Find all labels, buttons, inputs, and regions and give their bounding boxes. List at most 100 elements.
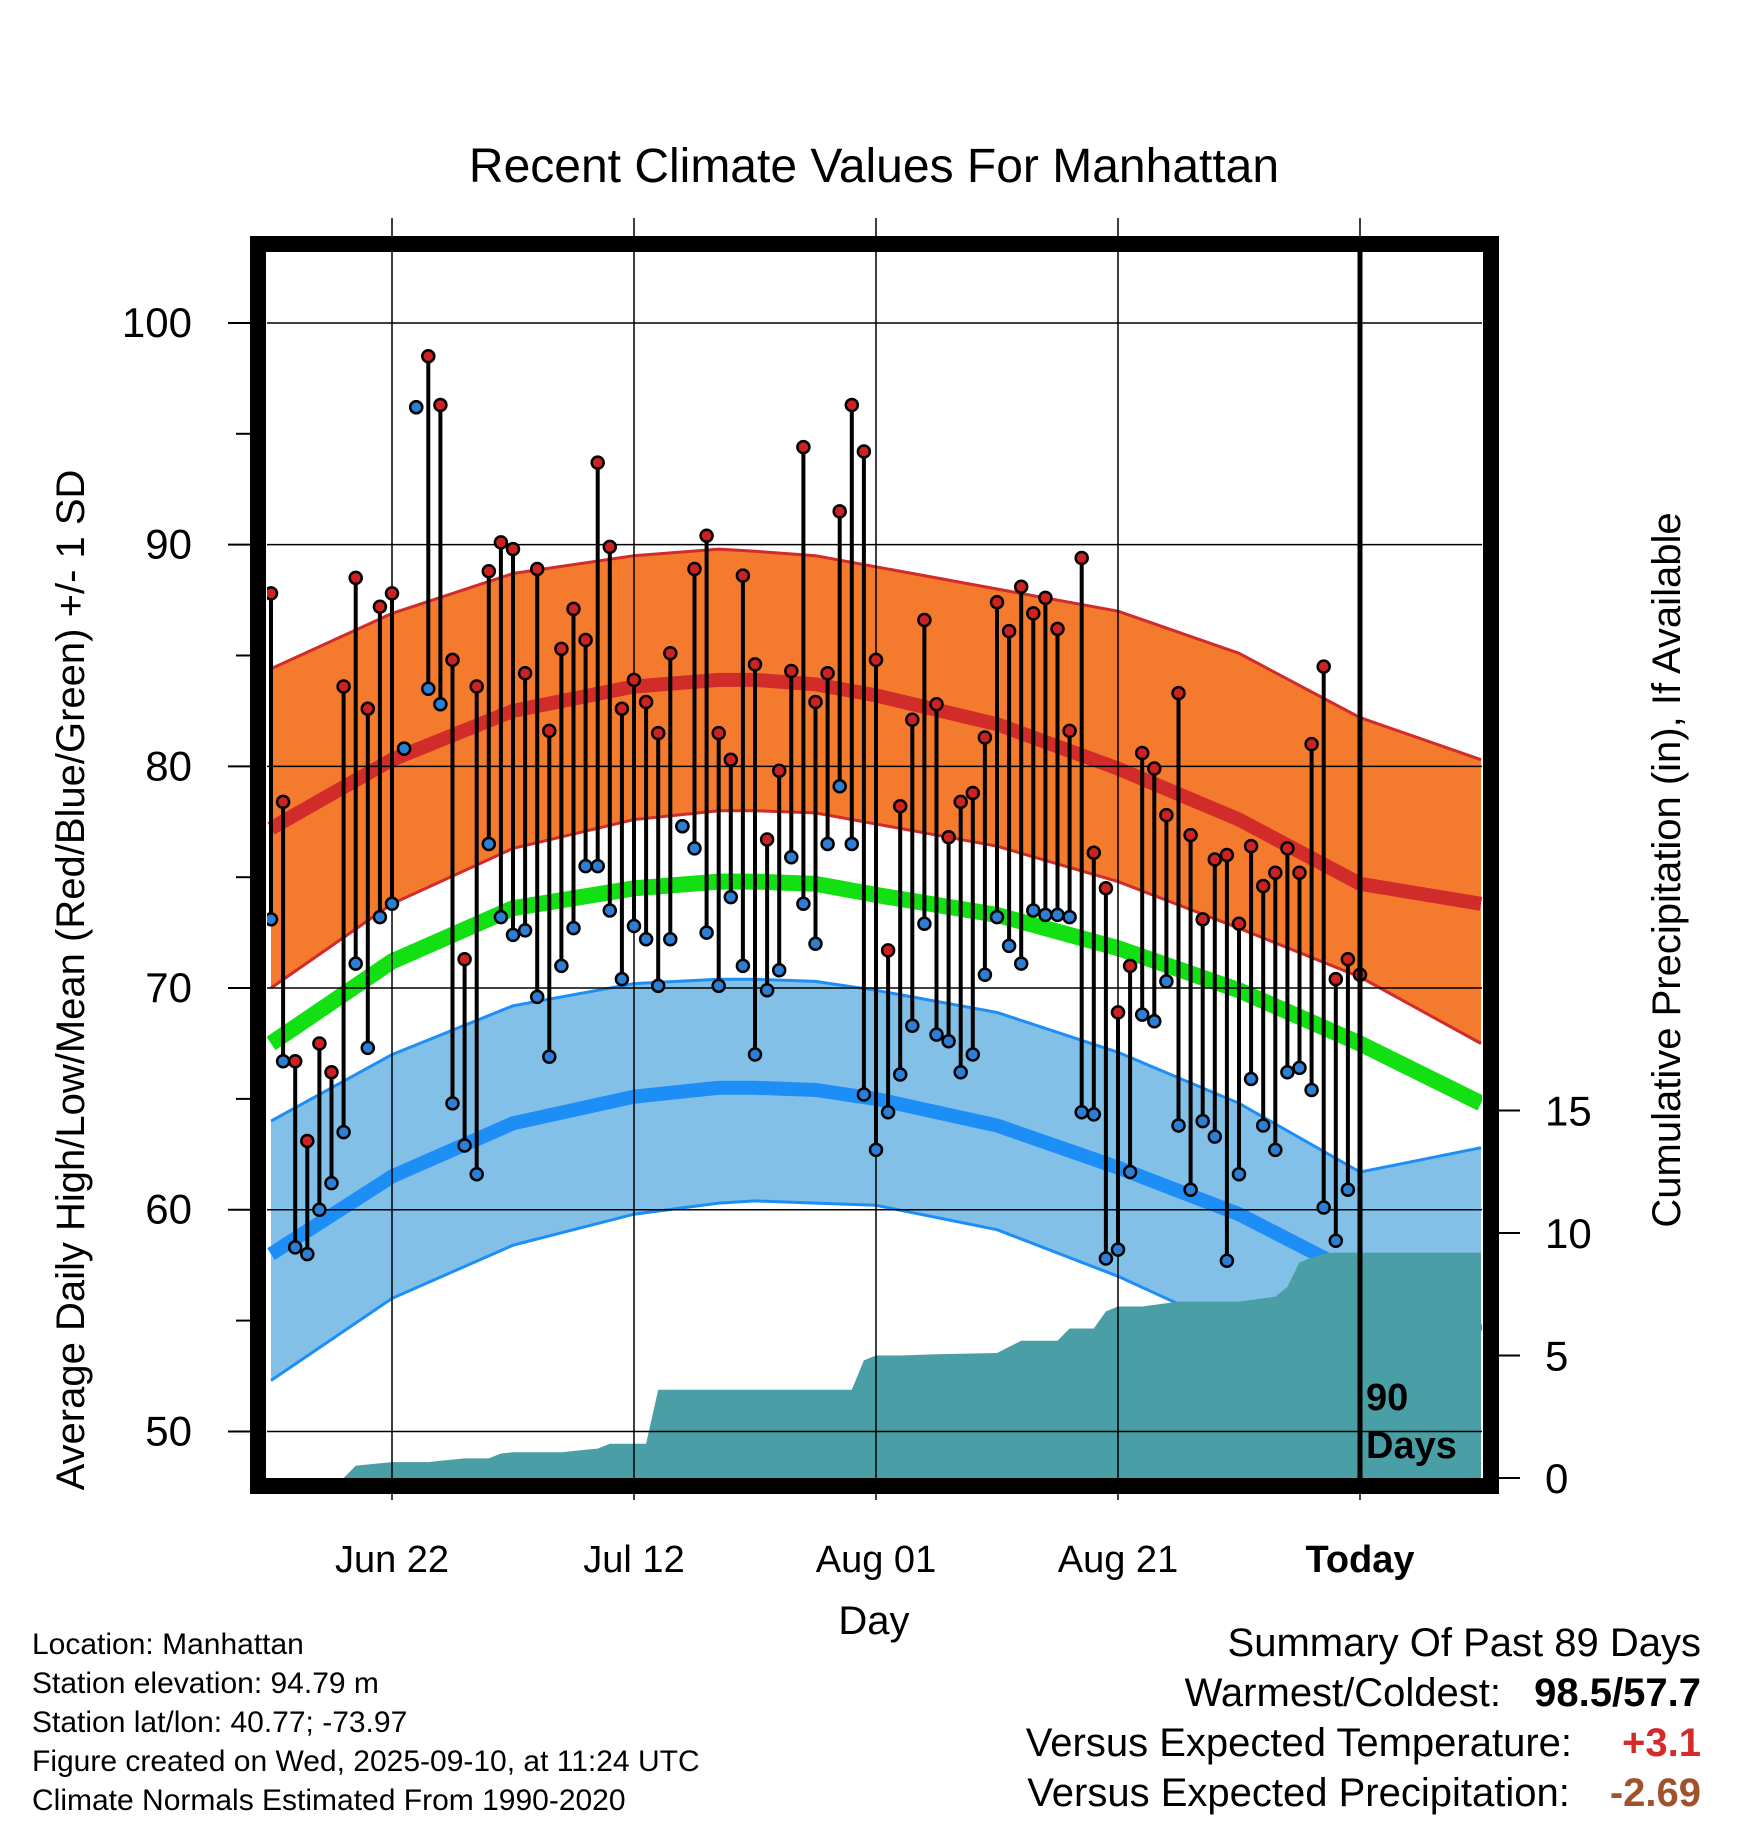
normals-text: Climate Normals Estimated From 1990-2020	[32, 1784, 626, 1817]
high-point	[469, 679, 484, 694]
low-point	[977, 967, 993, 982]
low-point	[384, 896, 400, 912]
high-point	[856, 444, 872, 459]
high-point	[312, 1036, 327, 1051]
y-tick-label: 80	[145, 742, 192, 789]
high-point	[784, 663, 799, 679]
y-tick-label: 70	[145, 964, 192, 1011]
high-point	[711, 725, 726, 741]
low-normal-line	[267, 1080, 1482, 1339]
high-point	[1268, 865, 1283, 881]
high-point	[747, 657, 763, 672]
created-text: Figure created on Wed, 2025-09-10, at 11…	[32, 1745, 700, 1778]
high-point	[445, 652, 460, 668]
y-axis-label: Average Daily High/Low/Mean (Red/Blue/Gr…	[49, 470, 93, 1491]
x-tick-label: Jun 22	[335, 1539, 449, 1581]
low-point	[905, 1018, 920, 1033]
low-point	[880, 1104, 896, 1120]
low-point	[1207, 1129, 1223, 1144]
high-point	[505, 541, 521, 557]
y2-tick-label: 0	[1545, 1455, 1568, 1502]
high-point	[880, 943, 896, 958]
precip-anomaly-value: -2.69	[1609, 1771, 1701, 1815]
low-point	[348, 956, 363, 971]
low-point	[917, 916, 932, 932]
low-point	[1074, 1104, 1089, 1120]
latlon-text: Station lat/lon: 40.77; -73.97	[32, 1706, 408, 1739]
low-point	[1098, 1251, 1114, 1266]
high-point	[1086, 845, 1102, 861]
high-point	[1207, 852, 1223, 867]
high-point	[844, 397, 860, 413]
plot-frame	[250, 236, 1499, 1494]
y2-axis-label: Cumulative Precipitation (in), If Availa…	[1645, 512, 1689, 1227]
high-point	[457, 951, 472, 967]
high-point	[1013, 579, 1029, 595]
low-point	[699, 925, 714, 940]
axes: 90 Days 50 60 70 80 90 100 0 5 10 15 Jun 22 Jul 12 Aug…	[122, 299, 1592, 1581]
high-point	[965, 785, 981, 801]
high-point	[929, 697, 944, 712]
high-point	[1304, 736, 1319, 752]
high-point	[336, 679, 351, 694]
chart-title: Recent Climate Values For Manhattan	[469, 140, 1279, 193]
low-point	[711, 978, 726, 994]
low-point	[566, 920, 581, 936]
high-point	[1328, 971, 1344, 987]
low-point	[856, 1087, 872, 1102]
x-axis-label: Day	[838, 1599, 909, 1643]
high-point	[1110, 1005, 1126, 1020]
low-point	[469, 1167, 484, 1182]
low-point	[735, 958, 751, 974]
coldest-value: 57.7	[1623, 1671, 1701, 1715]
low-point	[1316, 1200, 1331, 1215]
low-point	[360, 1040, 376, 1056]
low-point	[445, 1096, 460, 1111]
y-tick-label: 60	[145, 1186, 192, 1233]
low-point	[675, 818, 690, 834]
low-point	[989, 909, 1005, 925]
low-point	[808, 936, 823, 951]
low-point	[267, 912, 279, 927]
y-tick-label: 100	[122, 299, 192, 346]
low-point	[408, 399, 424, 415]
high-point	[1038, 590, 1053, 606]
high-point	[300, 1133, 315, 1149]
high-point	[905, 712, 920, 728]
low-point	[1026, 903, 1041, 918]
low-point	[542, 1049, 557, 1065]
low-point	[300, 1246, 315, 1262]
high-point	[1050, 621, 1065, 637]
high-point	[481, 563, 497, 579]
low-point	[663, 932, 678, 947]
high-point	[554, 641, 569, 657]
high-point	[1219, 847, 1235, 863]
high-point	[421, 348, 436, 364]
high-point	[529, 561, 545, 577]
low-point	[324, 1175, 339, 1191]
y-tick-label: 50	[145, 1407, 192, 1454]
low-point	[505, 927, 521, 943]
high-point	[868, 652, 884, 668]
low-point	[868, 1142, 884, 1158]
low-point	[626, 918, 642, 934]
low-point	[1243, 1071, 1259, 1087]
high-point	[602, 539, 618, 555]
high-point	[953, 794, 968, 810]
low-point	[614, 971, 630, 987]
high-point	[1231, 916, 1247, 932]
low-point	[1110, 1242, 1126, 1257]
high-point	[590, 455, 605, 470]
high-point	[384, 586, 400, 601]
low-point	[481, 836, 497, 852]
high-point	[1195, 912, 1210, 927]
high-point	[1147, 761, 1162, 776]
low-point	[1304, 1082, 1319, 1098]
low-point	[1183, 1182, 1198, 1198]
high-point	[808, 694, 823, 710]
low-point	[820, 836, 835, 852]
low-point	[771, 963, 787, 978]
x-tick-label: Today	[1305, 1539, 1414, 1581]
window-label-days: Days	[1366, 1425, 1457, 1467]
